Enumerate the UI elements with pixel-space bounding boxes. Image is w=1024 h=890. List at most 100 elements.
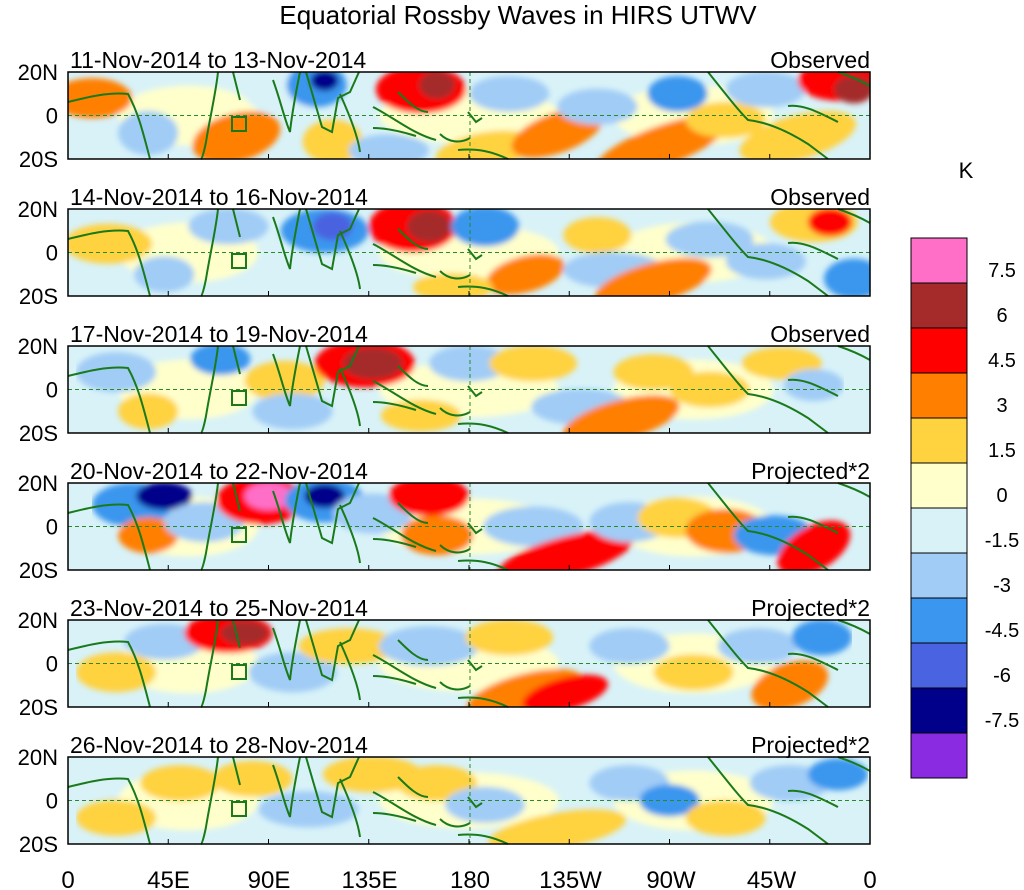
anomaly-contour [725, 72, 806, 108]
anomaly-contour [469, 75, 550, 112]
lat-tick-label: 20S [19, 421, 58, 446]
anomaly-contour [823, 258, 870, 296]
lat-tick-label: 0 [46, 789, 58, 814]
anomaly-contour [76, 799, 157, 836]
anomaly-contour [653, 654, 734, 691]
coastline [67, 92, 151, 160]
coastline [707, 208, 829, 297]
anomaly-contour [348, 134, 429, 159]
anomaly-contour [833, 75, 870, 104]
coastline [439, 818, 471, 828]
reference-box [231, 253, 247, 269]
coastline [707, 619, 829, 708]
reference-box [231, 390, 247, 406]
panel-type-label: Observed [770, 47, 870, 73]
reference-box [231, 664, 247, 680]
anomaly-contour [451, 209, 520, 247]
coastline [439, 270, 471, 280]
map-panel: 20N 0 20S 23-Nov-2014 to 25-Nov-2014 Project… [18, 595, 871, 720]
colorbar-swatch [910, 282, 968, 329]
coastline [707, 71, 829, 160]
colorbar-tick-label: 7.5 [988, 260, 1016, 282]
anomaly-contour [192, 111, 281, 159]
reference-box [231, 801, 247, 817]
anomaly-contour [639, 784, 700, 817]
coastline [200, 482, 219, 571]
lon-tick-label: 90W [646, 867, 696, 890]
anomaly-contour [136, 483, 193, 511]
anomaly-contour [685, 799, 766, 836]
colorbar: K 7.5 6 4.5 3 1.5 0 -1.5 -3 -4.5 -6 -7.5 [910, 158, 1019, 779]
coastline [707, 345, 829, 434]
coastline [232, 756, 241, 786]
panel-date-range: 11-Nov-2014 to 13-Nov-2014 [70, 47, 366, 73]
colorbar-tick-label: -7.5 [985, 710, 1019, 732]
coastline [232, 208, 241, 238]
anomaly-contour [68, 78, 133, 119]
coastline [200, 619, 219, 708]
lon-tick-label: 135W [539, 867, 602, 890]
coastline [397, 91, 429, 113]
anomaly-contour [118, 110, 179, 155]
coastline [439, 407, 471, 417]
anomaly-contour [412, 273, 493, 296]
lon-tick-label: 0 [61, 867, 74, 890]
lat-tick-label: 20N [18, 471, 58, 496]
coastline [200, 756, 219, 845]
coastline [707, 482, 829, 571]
coastline [457, 285, 509, 297]
coastline [67, 503, 151, 571]
coastline [272, 71, 301, 133]
map-panels: 20N 0 20S 11-Nov-2014 to 13-Nov-2014 Observe… [18, 47, 871, 857]
anomaly-contour [777, 520, 851, 570]
coastline [272, 619, 301, 681]
coastline [67, 777, 151, 845]
coastline [372, 243, 437, 278]
panel-type-label: Projected*2 [751, 732, 870, 758]
anomaly-contour [522, 674, 608, 707]
coastline [837, 208, 871, 224]
colorbar-swatch [910, 687, 968, 734]
colorbar-unit: K [959, 158, 974, 183]
lat-tick-label: 0 [46, 104, 58, 129]
coastline [232, 345, 241, 375]
coastline [339, 778, 361, 838]
anomaly-contour [418, 72, 455, 100]
lat-tick-label: 20S [19, 147, 58, 172]
coastline [200, 345, 219, 434]
coastline [200, 208, 219, 297]
coastline [67, 640, 151, 708]
coastline [372, 264, 417, 274]
panel-date-range: 23-Nov-2014 to 25-Nov-2014 [70, 595, 368, 621]
colorbar-tick-label: 6 [996, 305, 1007, 327]
coastline [439, 544, 471, 554]
coastline [339, 93, 361, 153]
lat-tick-label: 20S [19, 284, 58, 309]
anomaly-contour [685, 101, 766, 138]
coastline [67, 229, 151, 297]
coastline [372, 791, 437, 826]
anomaly-contour [134, 256, 195, 293]
coastline [372, 654, 437, 689]
anomaly-contour [258, 791, 359, 828]
anomaly-contour [807, 758, 868, 791]
coastline [339, 230, 361, 290]
anomaly-contour [248, 652, 337, 693]
anomaly-contour [557, 88, 638, 125]
colorbar-tick-label: 1.5 [988, 440, 1016, 462]
coastline [837, 482, 871, 498]
coastline [837, 619, 871, 635]
coastline [272, 482, 301, 544]
colorbar-tick-label: -6 [993, 665, 1011, 687]
longitude-axis: 0 45E 90E 135E 180 135W 90W 45W 0 [61, 867, 876, 890]
coastline [439, 681, 471, 691]
panel-date-range: 20-Nov-2014 to 22-Nov-2014 [70, 458, 368, 484]
panel-type-label: Projected*2 [751, 595, 870, 621]
coastline [457, 559, 509, 571]
anomaly-contour [400, 515, 473, 556]
lat-tick-label: 20S [19, 695, 58, 720]
coastline [439, 133, 471, 143]
coastline [372, 675, 417, 685]
lat-tick-label: 20S [19, 832, 58, 857]
